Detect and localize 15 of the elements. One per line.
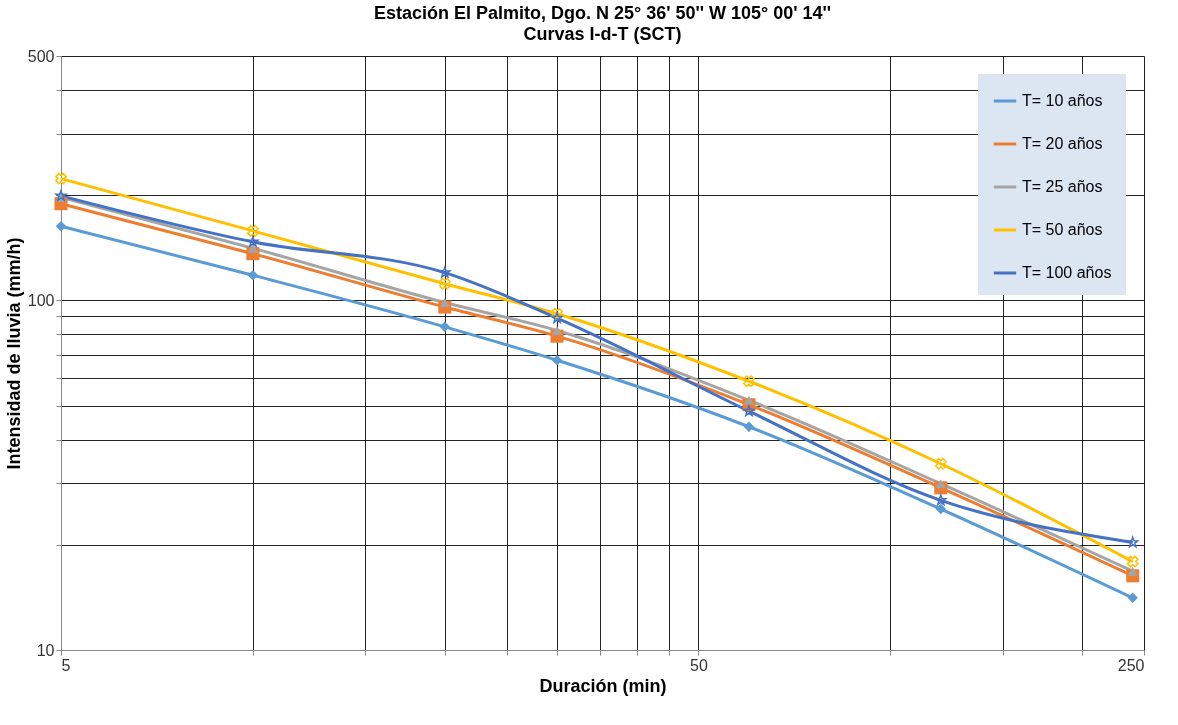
y-tick-label: 500 [27, 47, 55, 65]
chart-title: Estación El Palmito, Dgo. N 25° 36' 50'' W 105° 00' 14'' [373, 3, 832, 23]
x-tick-label: 50 [690, 656, 708, 674]
x-axis-title: Duración (min) [539, 675, 667, 696]
chart-subtitle: Curvas I-d-T (SCT) [523, 24, 682, 44]
legend-label: T= 100 años [1022, 264, 1112, 281]
y-tick-label: 100 [27, 291, 55, 309]
legend-label: T= 10 años [1022, 92, 1103, 109]
legend-label: T= 50 años [1022, 221, 1103, 238]
x-tick-label: 250 [1117, 656, 1145, 674]
y-tick-label: 10 [36, 641, 55, 659]
legend-label: T= 20 años [1022, 135, 1103, 152]
legend-label: T= 25 años [1022, 178, 1103, 195]
y-axis-title: Intensidad de lluvia (mm/h) [3, 237, 24, 470]
x-tick-label: 5 [61, 656, 71, 674]
